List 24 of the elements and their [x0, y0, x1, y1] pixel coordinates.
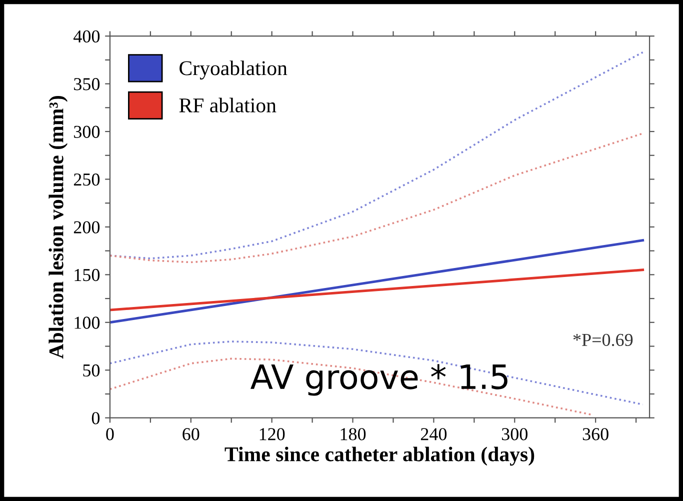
legend-label: RF ablation	[179, 98, 276, 112]
y-tick-label: 300	[74, 126, 100, 138]
x-tick-label: 360	[582, 428, 608, 440]
x-tick-label: 120	[260, 428, 285, 440]
x-axis-title: Time since catheter ablation (days)	[224, 446, 534, 466]
y-tick-label: 100	[74, 316, 100, 329]
x-tick-label: 180	[340, 428, 366, 440]
y-tick-label: 200	[74, 221, 100, 234]
y-tick-label: 400	[74, 30, 100, 43]
line-series	[110, 51, 644, 260]
x-tick-label: 60	[182, 428, 200, 440]
y-tick-label: 0	[92, 412, 100, 424]
legend-label: Cryoablation	[180, 60, 288, 80]
y-tick-label: 50	[83, 364, 100, 377]
x-tick-label: 240	[420, 428, 447, 440]
y-tick-label: 150	[74, 268, 100, 282]
y-tick-label: 250	[74, 173, 100, 186]
x-tick-label: 300	[502, 428, 528, 440]
y-axis-title: Ablation lesion volume (mm³)	[48, 96, 68, 359]
annotation: *P=0.69	[573, 334, 633, 346]
y-tick-label: 350	[74, 78, 100, 90]
line-series	[110, 132, 644, 264]
annotation: AV groove * 1.5	[250, 364, 508, 396]
x-tick-label: 0	[106, 428, 114, 440]
